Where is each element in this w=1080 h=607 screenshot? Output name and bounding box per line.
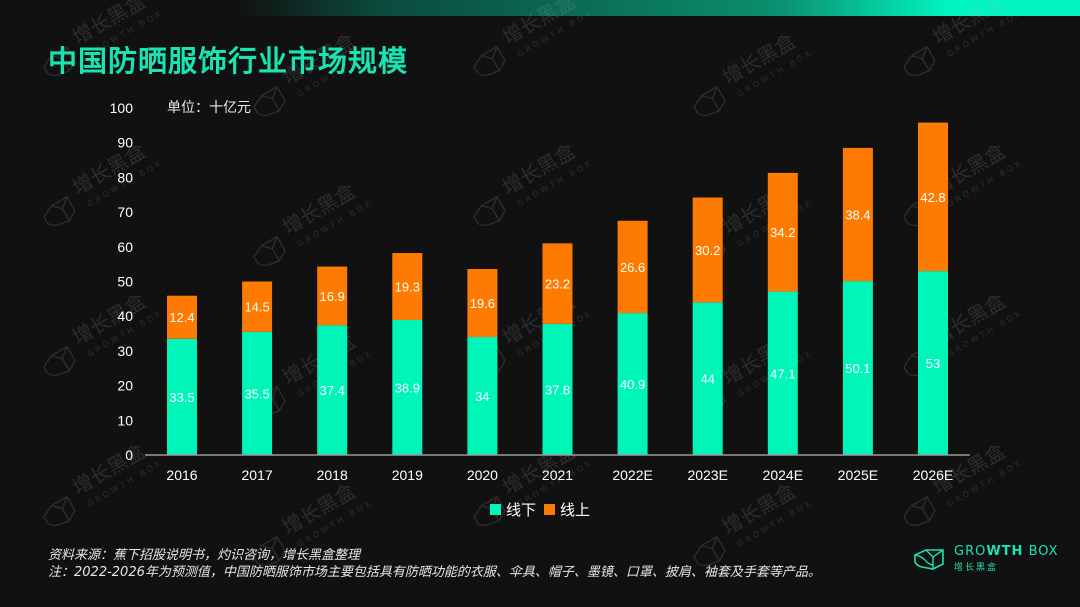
data-label-offline: 35.5 <box>244 386 269 401</box>
legend-label-offline: 线下 <box>506 501 537 519</box>
footer-notes: 资料来源：蕉下招股说明书，灼识咨询，增长黑盒整理 注：2022-2026年为预测… <box>48 547 821 581</box>
bar-group-2025E: 50.1 38.4 <box>842 147 873 455</box>
legend-item-online: 线上 <box>544 499 590 520</box>
bar-online <box>317 266 348 326</box>
top-accent-bar <box>0 0 1080 16</box>
bar-group-2019: 38.9 19.3 <box>392 253 423 455</box>
box-logo-icon <box>914 548 944 570</box>
bars: 33.5 12.4 35.5 14.5 37.4 16.9 38.9 19.3 34 19.6 37… <box>167 122 948 455</box>
forecast-note: 注：2022-2026年为预测值，中国防晒服饰市场主要包括具有防晒功能的衣服、伞… <box>48 565 821 580</box>
data-label-online: 34.2 <box>770 225 795 240</box>
data-label-online: 16.9 <box>320 289 345 304</box>
data-label-online: 19.3 <box>395 280 420 295</box>
growth-box-logo: GROWTH BOX 增长黑盒 <box>912 544 1059 573</box>
bar-online <box>167 295 197 339</box>
page-title: 中国防晒服饰行业市场规模 <box>48 44 409 78</box>
x-tick-label: 2019 <box>392 467 423 483</box>
bar-online <box>842 147 873 282</box>
data-label-online: 42.8 <box>920 190 945 205</box>
data-label-online: 30.2 <box>695 243 720 258</box>
y-tick-label: 70 <box>117 204 133 220</box>
y-tick-label: 60 <box>117 239 133 255</box>
bar-offline <box>467 337 498 455</box>
bar-offline <box>617 313 648 455</box>
y-tick-label: 80 <box>117 169 133 185</box>
bar-group-2024E: 47.1 34.2 <box>767 172 798 455</box>
bar-offline <box>392 320 423 455</box>
y-tick-label: 100 <box>110 100 134 116</box>
data-label-offline: 33.5 <box>169 390 194 405</box>
bar-online <box>467 269 498 338</box>
bar-group-2023E: 44 30.2 <box>692 197 723 455</box>
bar-online <box>918 122 948 272</box>
bar-online <box>617 220 648 314</box>
x-tick-label: 2016 <box>166 467 197 483</box>
bar-online <box>542 243 573 324</box>
data-label-offline: 37.4 <box>320 383 345 398</box>
bar-offline <box>692 302 723 455</box>
bar-group-2022E: 40.9 26.6 <box>617 220 648 455</box>
y-tick-label: 50 <box>117 274 133 290</box>
x-tick-label: 2017 <box>242 467 273 483</box>
source-note: 资料来源：蕉下招股说明书，灼识咨询，增长黑盒整理 <box>48 548 361 563</box>
data-label-online: 12.4 <box>169 310 194 325</box>
data-label-offline: 34 <box>475 389 489 404</box>
data-label-offline: 37.8 <box>545 382 570 397</box>
bar-offline <box>918 271 948 455</box>
bar-online <box>767 172 798 292</box>
bar-offline <box>167 338 197 455</box>
data-label-online: 23.2 <box>545 277 570 292</box>
x-axis-ticks: 2016 2017 2018 2019 2020 2021 2022E 2023E 2024E 2… <box>166 467 953 483</box>
x-tick-label: 2022E <box>612 467 652 483</box>
data-label-offline: 40.9 <box>620 377 645 392</box>
unit-label: 单位：十亿元 <box>167 100 251 116</box>
bar-offline <box>542 323 573 455</box>
y-tick-label: 0 <box>125 447 133 463</box>
y-tick-label: 30 <box>117 343 133 359</box>
y-tick-label: 20 <box>117 378 133 394</box>
y-tick-label: 90 <box>117 135 133 151</box>
x-tick-label: 2026E <box>913 467 953 483</box>
legend-swatch-online <box>544 504 556 515</box>
logo-chinese: 增长黑盒 <box>954 563 999 573</box>
legend-swatch-offline <box>490 504 501 515</box>
legend-label-online: 线上 <box>560 501 591 519</box>
x-tick-label: 2018 <box>317 467 348 483</box>
data-label-online: 19.6 <box>470 296 495 311</box>
bar-group-2021: 37.8 23.2 <box>542 243 573 455</box>
legend-item-offline: 线下 <box>490 499 536 520</box>
x-tick-label: 2024E <box>763 467 803 483</box>
x-tick-label: 2021 <box>542 467 573 483</box>
data-label-offline: 44 <box>700 372 714 387</box>
bar-group-2018: 37.4 16.9 <box>317 266 348 455</box>
y-axis-ticks: 0 10 20 30 40 50 60 70 80 90 100 <box>110 100 134 463</box>
x-tick-label: 2023E <box>687 467 727 483</box>
data-label-offline: 50.1 <box>845 361 870 376</box>
bar-group-2017: 35.5 14.5 <box>242 281 273 455</box>
bar-offline <box>842 281 873 455</box>
bar-online <box>392 253 423 321</box>
x-tick-label: 2020 <box>467 467 498 483</box>
data-label-online: 38.4 <box>845 208 870 223</box>
data-label-offline: 47.1 <box>770 366 795 381</box>
chart-legend: 线下 线上 <box>490 499 590 520</box>
bar-offline <box>767 291 798 455</box>
bar-group-2016: 33.5 12.4 <box>167 295 197 455</box>
y-tick-label: 10 <box>117 412 133 428</box>
data-label-online: 14.5 <box>244 300 269 315</box>
data-label-online: 26.6 <box>620 260 645 275</box>
bar-group-2020: 34 19.6 <box>467 269 498 455</box>
logo-english: GROWTH BOX <box>954 544 1059 559</box>
bar-online <box>242 281 273 332</box>
data-label-offline: 38.9 <box>395 381 420 396</box>
bar-offline <box>242 331 273 455</box>
data-label-offline: 53 <box>926 356 940 371</box>
bar-online <box>692 197 723 303</box>
y-tick-label: 40 <box>117 308 133 324</box>
x-tick-label: 2025E <box>838 467 878 483</box>
bar-group-2026E: 53 42.8 <box>918 122 948 455</box>
bar-offline <box>317 325 348 455</box>
